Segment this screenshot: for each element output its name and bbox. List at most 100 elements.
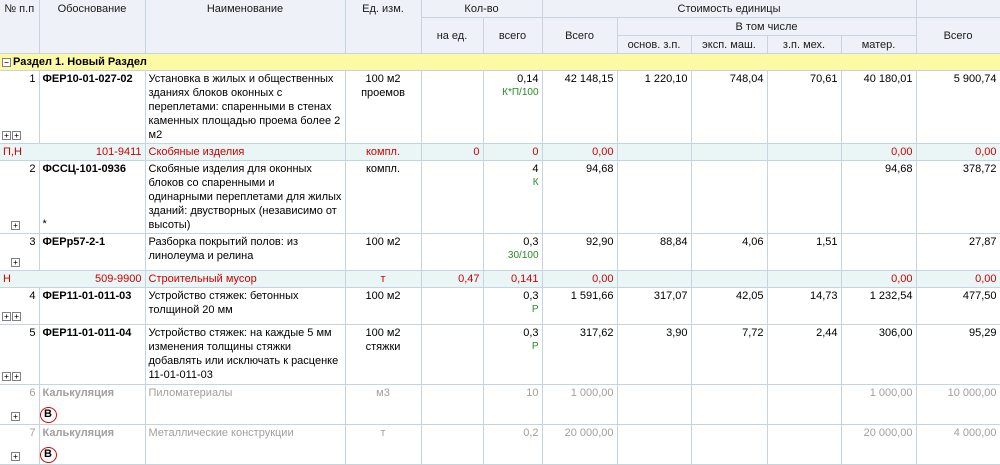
wage-cell[interactable] (617, 160, 692, 234)
col-header-cost-total[interactable]: Всего (542, 17, 618, 54)
cost-total-cell[interactable]: 20 000,00 (542, 424, 618, 465)
col-header-unit-cost[interactable]: Стоимость единицы (542, 0, 917, 18)
basis-cell[interactable]: Калькуляция В (39, 384, 146, 425)
mech-wage-cell[interactable] (767, 384, 842, 425)
qty-per-cell[interactable] (421, 424, 484, 465)
mech-wage-cell[interactable]: 1,51 (767, 233, 842, 271)
collapse-section-icon[interactable]: − (2, 57, 11, 67)
wage-cell[interactable]: 3,90 (617, 324, 692, 385)
grand-total-cell[interactable]: 10 000,00 (916, 384, 1000, 425)
name-cell[interactable]: Металлические конструкции (145, 424, 346, 465)
machines-cell[interactable] (691, 270, 768, 288)
qty-total-cell[interactable]: 0,2 (483, 424, 543, 465)
materials-cell[interactable]: 94,68 (841, 160, 917, 234)
basis-cell[interactable]: ФЕРр57-2-1 (39, 233, 146, 271)
mech-wage-cell[interactable] (767, 424, 842, 465)
grand-total-cell[interactable]: 4 000,00 (916, 424, 1000, 465)
name-cell[interactable]: Устройство стяжек: бетонных толщиной 20 … (145, 287, 346, 325)
table-row[interactable]: 2 + ФССЦ-101-0936 * Скобяные изделия для… (0, 160, 1000, 234)
name-cell[interactable]: Устройство стяжек: на каждые 5 мм измене… (145, 324, 346, 385)
unit-cell[interactable]: 100 м2 (345, 287, 422, 325)
qty-total-cell[interactable]: 10 (483, 384, 543, 425)
grand-total-cell[interactable]: 0,00 (916, 143, 1000, 161)
cost-total-cell[interactable]: 0,00 (542, 270, 618, 288)
cost-total-cell[interactable]: 1 000,00 (542, 384, 618, 425)
resource-row[interactable]: Н 509-9900 Строительный мусор т 0,47 0,1… (0, 270, 1000, 288)
wage-cell[interactable] (617, 424, 692, 465)
cost-total-cell[interactable]: 94,68 (542, 160, 618, 234)
machines-cell[interactable] (691, 384, 768, 425)
section-cell[interactable]: − Раздел 1. Новый Раздел (0, 53, 1000, 71)
expand-icon[interactable]: + (2, 372, 11, 381)
unit-cell[interactable]: компл. (345, 160, 422, 234)
wage-cell[interactable] (617, 143, 692, 161)
mech-wage-cell[interactable]: 14,73 (767, 287, 842, 325)
expand-icon[interactable]: + (11, 452, 20, 461)
materials-cell[interactable]: 20 000,00 (841, 424, 917, 465)
materials-cell[interactable]: 1 000,00 (841, 384, 917, 425)
table-row[interactable]: 3 + ФЕРр57-2-1 Разборка покрытий полов: … (0, 233, 1000, 271)
qty-total-cell[interactable]: 0,141 (483, 270, 543, 288)
unit-cell[interactable]: 100 м2 проемов (345, 70, 422, 144)
qty-total-cell[interactable]: 0,14 К*П/100 (483, 70, 543, 144)
col-header-machines[interactable]: эксп. маш. (691, 35, 768, 54)
grand-total-cell[interactable]: 27,87 (916, 233, 1000, 271)
grand-total-cell[interactable]: 0,00 (916, 270, 1000, 288)
table-row[interactable]: 7 + Калькуляция В Металлические конструк… (0, 424, 1000, 465)
basis-cell[interactable]: Калькуляция В (39, 424, 146, 465)
expand-icon[interactable]: + (12, 312, 21, 321)
unit-cell[interactable]: 100 м2 (345, 233, 422, 271)
resource-code-cell[interactable]: Н 509-9900 (0, 270, 146, 288)
wage-cell[interactable] (617, 270, 692, 288)
expand-icon[interactable]: + (2, 131, 11, 140)
expand-icon[interactable]: + (11, 221, 20, 230)
table-row[interactable]: 1 + + ФЕР10-01-027-02 Установка в жилых … (0, 70, 1000, 144)
col-header-num[interactable]: № п.п (0, 0, 40, 54)
mech-wage-cell[interactable] (767, 160, 842, 234)
grand-total-cell[interactable]: 477,50 (916, 287, 1000, 325)
cost-total-cell[interactable]: 92,90 (542, 233, 618, 271)
basis-cell[interactable]: ФЕР11-01-011-03 (39, 287, 146, 325)
table-row[interactable]: 5 + + ФЕР11-01-011-04 Устройство стяжек:… (0, 324, 1000, 385)
materials-cell[interactable]: 1 232,54 (841, 287, 917, 325)
resource-name-cell[interactable]: Скобяные изделия (145, 143, 346, 161)
basis-cell[interactable]: ФССЦ-101-0936 * (39, 160, 146, 234)
qty-per-cell[interactable]: 0,47 (421, 270, 484, 288)
cost-total-cell[interactable]: 1 591,66 (542, 287, 618, 325)
expand-icon[interactable]: + (2, 312, 11, 321)
col-header-basis[interactable]: Обоснование (39, 0, 146, 54)
machines-cell[interactable] (691, 143, 768, 161)
machines-cell[interactable] (691, 424, 768, 465)
materials-cell[interactable]: 40 180,01 (841, 70, 917, 144)
expand-icon[interactable]: + (11, 258, 20, 267)
col-header-mech-wage[interactable]: з.п. мех. (767, 35, 842, 54)
mech-wage-cell[interactable]: 2,44 (767, 324, 842, 385)
col-header-qty-total[interactable]: всего (483, 17, 543, 54)
qty-per-cell[interactable] (421, 287, 484, 325)
grand-total-cell[interactable]: 95,29 (916, 324, 1000, 385)
resource-name-cell[interactable]: Строительный мусор (145, 270, 346, 288)
wage-cell[interactable]: 317,07 (617, 287, 692, 325)
machines-cell[interactable] (691, 160, 768, 234)
basis-cell[interactable]: ФЕР10-01-027-02 (39, 70, 146, 144)
unit-cell[interactable]: м3 (345, 384, 422, 425)
basis-cell[interactable]: ФЕР11-01-011-04 (39, 324, 146, 385)
materials-cell[interactable]: 0,00 (841, 143, 917, 161)
unit-cell[interactable]: 100 м2 стяжки (345, 324, 422, 385)
col-header-materials[interactable]: матер. (841, 35, 917, 54)
qty-total-cell[interactable]: 4 К (483, 160, 543, 234)
table-row[interactable]: 6 + Калькуляция В Пиломатериалы м3 10 1 … (0, 384, 1000, 425)
col-header-grand-total[interactable]: Всего (916, 17, 1000, 54)
cost-total-cell[interactable]: 42 148,15 (542, 70, 618, 144)
grand-total-cell[interactable]: 5 900,74 (916, 70, 1000, 144)
qty-total-cell[interactable]: 0 (483, 143, 543, 161)
machines-cell[interactable]: 748,04 (691, 70, 768, 144)
unit-cell[interactable]: т (345, 424, 422, 465)
table-row[interactable]: 4 + + ФЕР11-01-011-03 Устройство стяжек:… (0, 287, 1000, 325)
qty-per-cell[interactable] (421, 160, 484, 234)
resource-row[interactable]: П,Н 101-9411 Скобяные изделия компл. 0 0… (0, 143, 1000, 161)
materials-cell[interactable] (841, 233, 917, 271)
mech-wage-cell[interactable] (767, 143, 842, 161)
qty-per-cell[interactable] (421, 233, 484, 271)
qty-total-cell[interactable]: 0,3 Р (483, 287, 543, 325)
